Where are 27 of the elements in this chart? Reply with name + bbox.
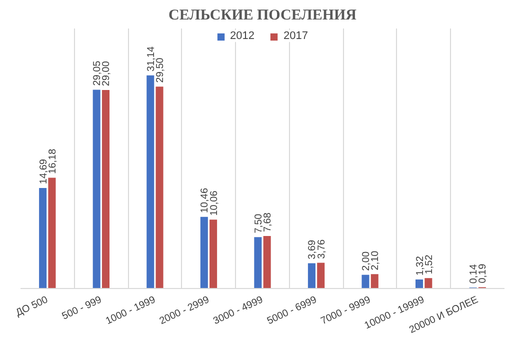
data-label: 1,32 (414, 256, 426, 276)
x-tick-label: 500 - 999 (60, 294, 104, 322)
chart-title: СЕЛЬСКИЕ ПОСЕЛЕНИЯ (168, 8, 357, 24)
data-label: 16,18 (47, 148, 58, 174)
data-label: 29,05 (92, 60, 104, 86)
data-label: 2,10 (370, 250, 382, 270)
data-label: 7,50 (253, 213, 264, 234)
data-label: 14,69 (38, 158, 50, 184)
legend-label: 2012 (230, 30, 254, 42)
data-label: 0,14 (468, 264, 480, 284)
data-label: 1,52 (424, 254, 435, 274)
data-label: 29,00 (101, 60, 112, 86)
x-tick-label: 2000 - 2999 (158, 294, 212, 328)
x-tick-label: 3000 - 4999 (212, 294, 266, 328)
x-tick-label: 1000 - 1999 (104, 294, 158, 328)
data-label: 0,19 (478, 263, 489, 284)
data-label: 7,68 (262, 212, 274, 232)
data-label: 31,14 (146, 46, 157, 72)
x-tick-label: 5000 - 6999 (266, 294, 319, 328)
data-label: 3,76 (316, 238, 328, 259)
legend-label: 2017 (284, 30, 308, 42)
data-label: 10,06 (208, 190, 220, 216)
x-tick-label: ДО 500 (14, 294, 50, 319)
data-label: 2,00 (360, 251, 372, 271)
data-label: 3,69 (307, 239, 318, 260)
data-label: 29,50 (155, 57, 166, 83)
data-label: 10,46 (200, 188, 211, 214)
